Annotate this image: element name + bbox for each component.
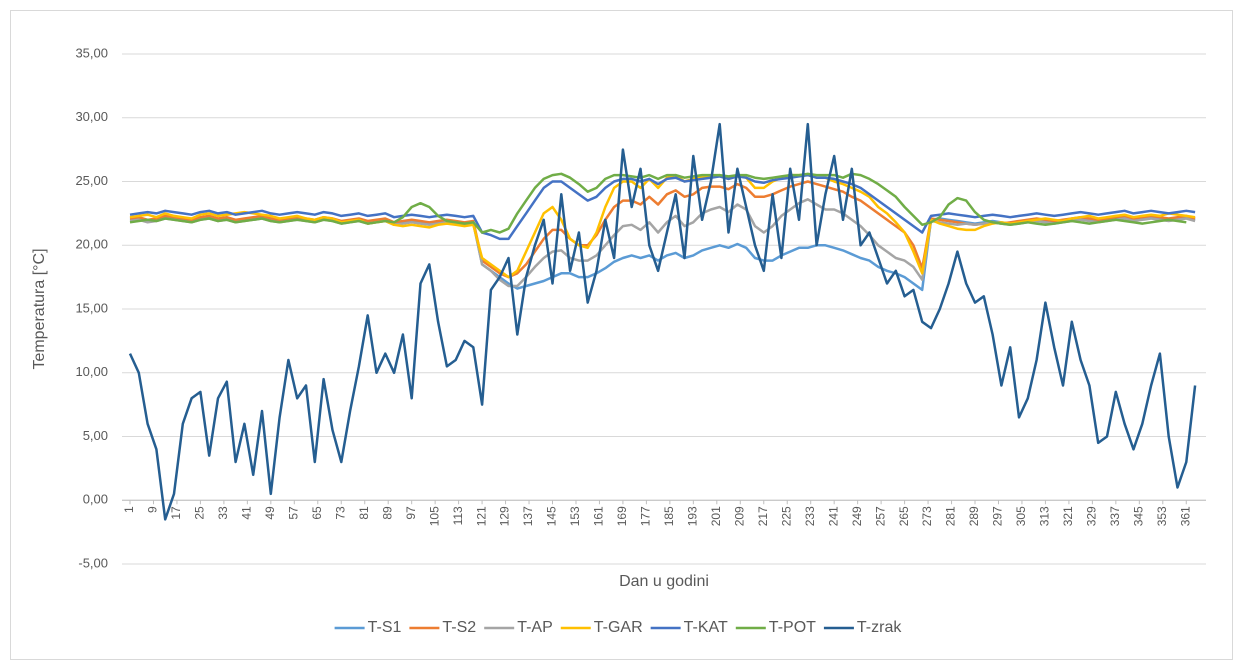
x-tick-label: 289 — [967, 506, 981, 526]
x-tick-label: 121 — [474, 506, 488, 526]
y-tick-label: 35,00 — [75, 45, 108, 60]
x-tick-label: 265 — [897, 506, 911, 526]
x-tick-label: 217 — [756, 506, 770, 526]
x-tick-label: 361 — [1178, 506, 1192, 526]
x-tick-label: 353 — [1155, 506, 1169, 526]
x-axis-title: Dan u godini — [619, 573, 709, 590]
x-tick-label: 25 — [193, 506, 207, 520]
y-axis-title: Temperatura [°C] — [31, 248, 48, 369]
x-tick-label: 273 — [920, 506, 934, 526]
x-tick-label: 257 — [873, 506, 887, 526]
x-tick-label: 81 — [357, 506, 371, 520]
legend-label: T-S2 — [442, 619, 476, 636]
x-tick-label: 249 — [850, 506, 864, 526]
series-line — [128, 122, 1197, 521]
y-tick-label: 25,00 — [75, 173, 108, 188]
series-line — [129, 172, 1187, 234]
x-tick-label: 305 — [1014, 506, 1028, 526]
x-tick-label: 313 — [1038, 506, 1052, 526]
legend-label: T-S1 — [368, 619, 402, 636]
y-tick-label: 20,00 — [75, 237, 108, 252]
x-tick-label: 145 — [545, 506, 559, 526]
legend-label: T-KAT — [684, 619, 728, 636]
x-tick-label: 41 — [240, 506, 254, 520]
legend-label: T-POT — [769, 619, 816, 636]
legend-label: T-GAR — [594, 619, 643, 636]
x-tick-label: 129 — [498, 506, 512, 526]
x-tick-label: 321 — [1061, 506, 1075, 526]
x-tick-label: 225 — [779, 506, 793, 526]
y-tick-label: -5,00 — [78, 555, 108, 570]
x-tick-label: 113 — [451, 506, 465, 525]
y-tick-label: 30,00 — [75, 109, 108, 124]
x-tick-label: 193 — [686, 506, 700, 526]
legend: T-S1 T-S2 T-AP T-GAR T-KAT T-POT T-zrak — [334, 619, 902, 636]
y-tick-label: 5,00 — [83, 428, 108, 443]
series-line — [129, 173, 1196, 241]
x-tick-label: 161 — [592, 506, 606, 526]
x-tick-label: 345 — [1131, 506, 1145, 526]
y-tick-label: 15,00 — [75, 300, 108, 315]
x-tick-label: 1 — [122, 506, 136, 513]
chart-border — [10, 10, 1233, 660]
x-tick-label: 49 — [263, 506, 277, 520]
x-tick-label: 297 — [991, 506, 1005, 526]
x-tick-label: 89 — [380, 506, 394, 520]
x-tick-label: 17 — [169, 506, 183, 520]
x-tick-label: 105 — [427, 506, 441, 526]
y-tick-label: 10,00 — [75, 364, 108, 379]
x-tick-label: 185 — [662, 506, 676, 526]
x-tick-label: 281 — [944, 506, 958, 526]
x-tick-label: 233 — [803, 506, 817, 526]
x-tick-label: 329 — [1085, 506, 1099, 526]
x-tick-label: 241 — [826, 506, 840, 526]
x-tick-label: 153 — [568, 506, 582, 526]
y-tick-label: 0,00 — [83, 492, 108, 507]
x-tick-label: 9 — [146, 506, 160, 513]
x-tick-label: 177 — [639, 506, 653, 526]
x-tick-label: 73 — [333, 506, 347, 520]
legend-label: T-AP — [517, 619, 553, 636]
x-tick-label: 169 — [615, 506, 629, 526]
x-tick-label: 57 — [286, 506, 300, 520]
x-tick-label: 209 — [732, 506, 746, 526]
x-tick-label: 137 — [521, 506, 535, 526]
x-tick-label: 337 — [1108, 506, 1122, 526]
x-tick-label: 201 — [709, 506, 723, 526]
x-tick-label: 65 — [310, 506, 324, 520]
x-tick-label: 33 — [216, 506, 230, 520]
x-tick-label: 97 — [404, 506, 418, 520]
legend-label: T-zrak — [857, 619, 902, 636]
